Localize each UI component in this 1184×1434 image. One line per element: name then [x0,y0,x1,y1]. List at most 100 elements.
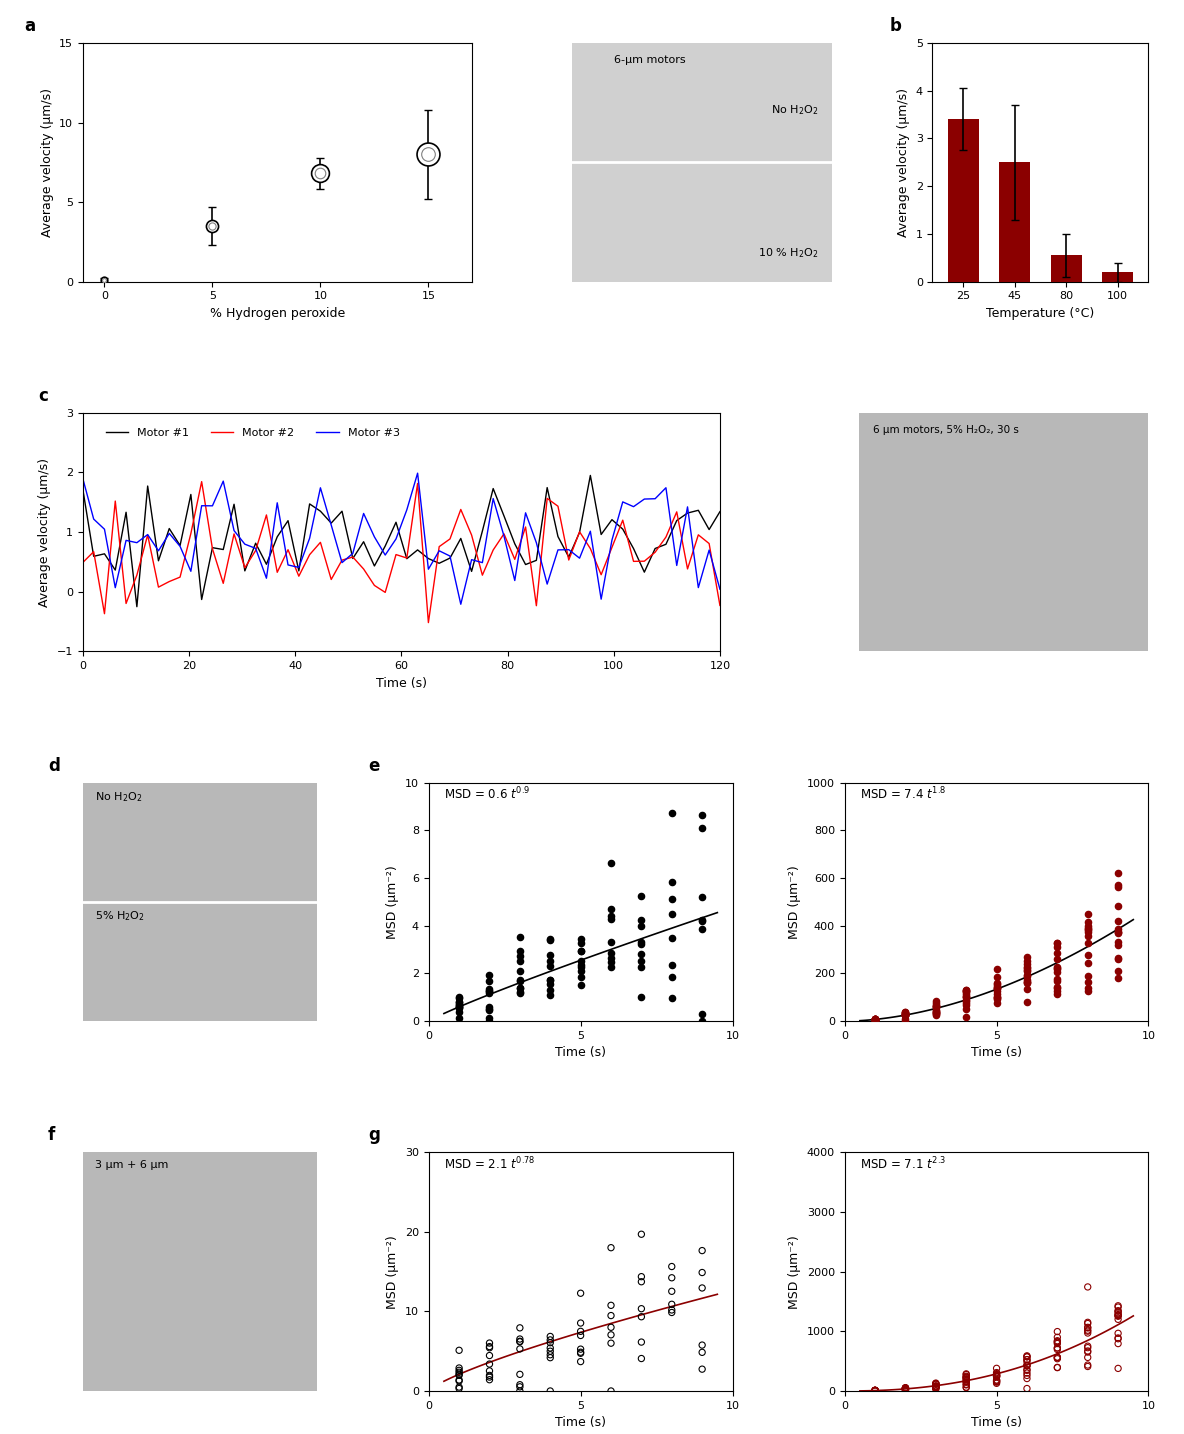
Point [311,162,330,185]
Point [1017,972,1036,995]
Point [571,1351,590,1374]
Point [1017,949,1036,972]
Point [896,1001,915,1024]
Text: MSD = 2.1 $t^{0.78}$: MSD = 2.1 $t^{0.78}$ [444,1156,535,1172]
Point [571,932,590,955]
Point [1108,1357,1127,1380]
Bar [948,119,979,281]
Point [1079,1335,1098,1358]
Point [632,1223,651,1246]
Point [480,1359,498,1382]
Point [693,803,712,826]
Point [896,1380,915,1402]
Point [957,1369,976,1392]
Point [510,925,529,948]
Point [896,1004,915,1027]
Point [450,995,469,1018]
Y-axis label: Average velocity (μm/s): Average velocity (μm/s) [38,457,51,607]
Point [480,977,498,999]
Point [926,1375,945,1398]
Point [632,931,651,954]
Point [601,1236,620,1259]
Point [926,1374,945,1397]
X-axis label: % Hydrogen peroxide: % Hydrogen peroxide [210,307,345,320]
Point [1017,1358,1036,1381]
Point [987,1364,1006,1387]
Point [601,1332,620,1355]
Point [571,1324,590,1347]
Point [957,998,976,1021]
Point [896,1378,915,1401]
Point [987,987,1006,1010]
Point [957,988,976,1011]
Point [450,1362,469,1385]
Point [866,1380,884,1402]
Motor #1 [487,480,501,498]
Point [1079,923,1098,946]
Point [1079,1322,1098,1345]
Point [1017,952,1036,975]
Text: 5% H$_2$O$_2$: 5% H$_2$O$_2$ [95,909,144,923]
Point [450,1369,469,1392]
Point [1017,1377,1036,1400]
Point [866,1380,884,1402]
Point [1108,1304,1127,1326]
Point [1048,1331,1067,1354]
Point [311,162,330,185]
Point [957,985,976,1008]
Point [1108,909,1127,932]
Point [957,1374,976,1397]
Point [693,1334,712,1357]
Point [510,1328,529,1351]
Point [632,1298,651,1321]
Point [1017,965,1036,988]
Point [1108,1308,1127,1331]
Point [896,1377,915,1400]
Point [601,1293,620,1316]
Point [957,1375,976,1398]
Point [1017,1344,1036,1367]
Point [95,268,114,291]
Point [987,1364,1006,1387]
Point [693,1239,712,1262]
Point [1108,1332,1127,1355]
Point [957,992,976,1015]
Point [510,939,529,962]
Point [480,964,498,987]
Point [541,1331,560,1354]
Point [480,1335,498,1358]
Point [450,1361,469,1384]
Point [419,143,438,166]
Point [510,1380,529,1402]
Motor #1 [194,591,208,608]
Motor #1 [270,528,284,545]
Point [987,1364,1006,1387]
Point [601,908,620,931]
Point [632,985,651,1008]
Bar [999,162,1030,281]
Motor #2 [713,597,727,614]
Point [866,1380,884,1402]
Point [987,1372,1006,1395]
Point [957,978,976,1001]
Point [541,972,560,995]
Point [510,977,529,999]
Point [1017,1359,1036,1382]
Point [926,1377,945,1400]
Point [957,985,976,1008]
Point [957,985,976,1008]
Point [957,1377,976,1400]
Point [480,1010,498,1032]
Motor #3 [238,535,252,552]
Point [926,1002,945,1025]
Motor #2 [249,542,263,559]
Y-axis label: MSD (μm⁻²): MSD (μm⁻²) [789,1235,802,1309]
Point [480,998,498,1021]
Point [1048,1345,1067,1368]
Point [1048,1332,1067,1355]
Point [987,1369,1006,1392]
Text: g: g [368,1127,380,1144]
Point [896,1010,915,1032]
Motor #3 [259,569,274,587]
Point [957,1367,976,1390]
